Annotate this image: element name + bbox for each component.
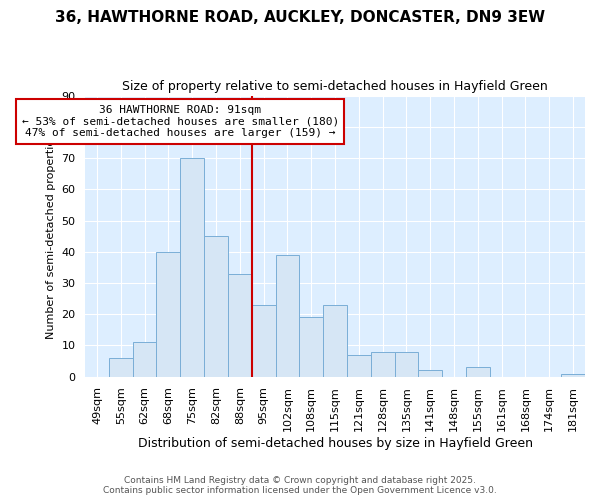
Bar: [299, 318, 323, 376]
Bar: [395, 352, 418, 376]
Bar: [157, 252, 180, 376]
Title: Size of property relative to semi-detached houses in Hayfield Green: Size of property relative to semi-detach…: [122, 80, 548, 93]
Text: Contains HM Land Registry data © Crown copyright and database right 2025.
Contai: Contains HM Land Registry data © Crown c…: [103, 476, 497, 495]
Y-axis label: Number of semi-detached properties: Number of semi-detached properties: [46, 133, 56, 339]
Bar: [347, 355, 371, 376]
Bar: [133, 342, 157, 376]
Bar: [418, 370, 442, 376]
Bar: [180, 158, 204, 376]
Text: 36, HAWTHORNE ROAD, AUCKLEY, DONCASTER, DN9 3EW: 36, HAWTHORNE ROAD, AUCKLEY, DONCASTER, …: [55, 10, 545, 25]
Bar: [371, 352, 395, 376]
X-axis label: Distribution of semi-detached houses by size in Hayfield Green: Distribution of semi-detached houses by …: [137, 437, 533, 450]
Bar: [275, 255, 299, 376]
Bar: [561, 374, 585, 376]
Bar: [109, 358, 133, 376]
Bar: [252, 305, 275, 376]
Bar: [466, 368, 490, 376]
Bar: [228, 274, 252, 376]
Bar: [204, 236, 228, 376]
Text: 36 HAWTHORNE ROAD: 91sqm
← 53% of semi-detached houses are smaller (180)
47% of : 36 HAWTHORNE ROAD: 91sqm ← 53% of semi-d…: [22, 105, 339, 138]
Bar: [323, 305, 347, 376]
